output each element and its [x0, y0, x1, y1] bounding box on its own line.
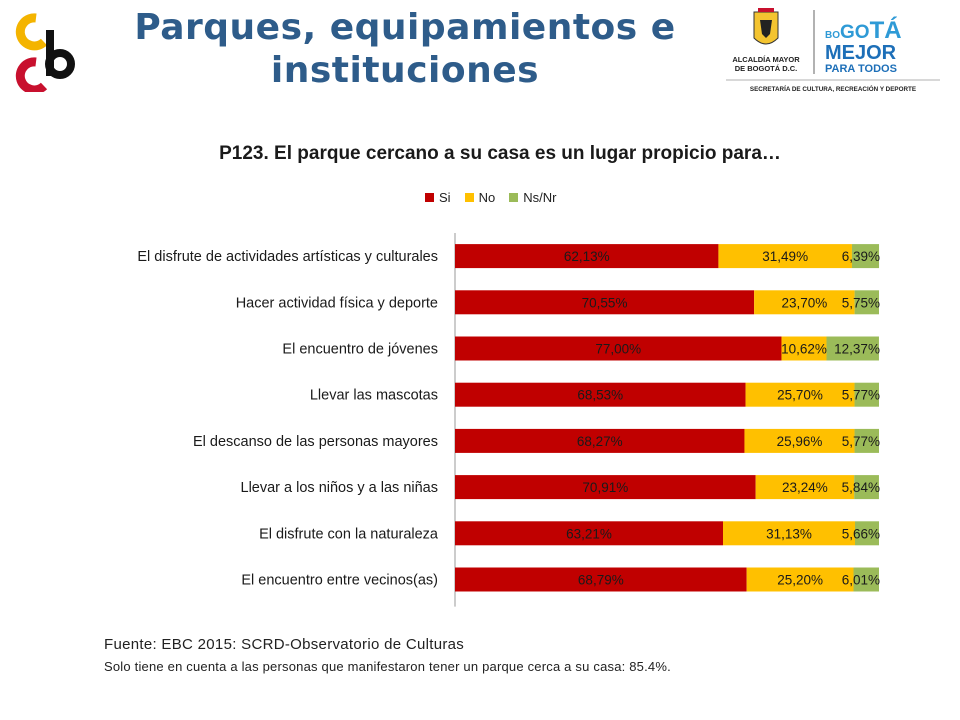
org-line1: ALCALDÍA MAYOR: [732, 55, 800, 64]
category-label: Llevar las mascotas: [310, 388, 438, 404]
data-label: 6,01%: [842, 573, 880, 588]
bar-segment-no: [744, 428, 855, 453]
legend-swatch-no: [464, 193, 474, 202]
category-label: Llevar a los niños y a las niñas: [241, 480, 438, 496]
data-label: 68,53%: [577, 388, 623, 403]
bar-segment-no: [781, 336, 827, 361]
footer: Fuente: EBC 2015: SCRD-Observatorio de C…: [104, 636, 671, 674]
brand-bogota: BOGOTÁ: [825, 16, 902, 44]
data-label: 62,13%: [564, 249, 610, 264]
data-label: 6,39%: [842, 249, 880, 264]
logo-b-bowl: [45, 49, 75, 79]
category-label: El encuentro entre vecinos(as): [241, 573, 438, 589]
category-label: El disfrute de actividades artísticas y …: [137, 249, 438, 265]
data-label: 70,91%: [582, 480, 628, 495]
category-label: Hacer actividad física y deporte: [236, 295, 438, 311]
secretaria-label: SECRETARÍA DE CULTURA, RECREACIÓN Y DEPO…: [750, 84, 916, 93]
data-label: 77,00%: [595, 342, 641, 357]
data-label: 23,24%: [782, 480, 828, 495]
bar-segment-nsnr: [854, 290, 879, 315]
bar-segment-si: [455, 336, 782, 361]
bar-segment-no: [754, 290, 855, 315]
legend-label-nsnr: Ns/Nr: [523, 190, 557, 205]
data-label: 5,77%: [842, 388, 880, 403]
coat-of-arms-icon: [753, 8, 779, 45]
data-label: 5,84%: [842, 480, 880, 495]
alcaldia-logo: ALCALDÍA MAYOR DE BOGOTÁ D.C. BOGOTÁ MEJ…: [726, 8, 940, 93]
bar-segment-si: [455, 244, 719, 269]
data-label: 31,49%: [762, 249, 808, 264]
bar-segment-nsnr: [851, 244, 880, 269]
data-label: 68,79%: [578, 573, 624, 588]
ccb-logo: [15, 13, 75, 92]
legend-item-no: No: [464, 190, 496, 205]
data-label: 63,21%: [566, 526, 612, 541]
bar-segment-nsnr: [853, 567, 879, 592]
bar-segment-no: [745, 382, 855, 407]
data-label: 68,27%: [577, 434, 623, 449]
bar-segment-nsnr: [854, 475, 879, 500]
legend-swatch-nsnr: [509, 193, 519, 202]
data-label: 5,66%: [842, 526, 880, 541]
category-label: El encuentro de jóvenes: [282, 342, 438, 358]
page-title: Parques, equipamientos e instituciones: [100, 6, 710, 92]
footer-source: Fuente: EBC 2015: SCRD-Observatorio de C…: [104, 636, 465, 653]
bar-segment-no: [723, 521, 856, 546]
legend-item-nsnr: Ns/Nr: [509, 190, 556, 205]
bar-segment-si: [455, 521, 724, 546]
logo-yellow-arc: [15, 13, 48, 51]
logo-red-arc: [15, 57, 48, 92]
legend-swatch-si: [425, 193, 434, 202]
bar-segment-nsnr: [855, 521, 879, 546]
bar-segment-no: [718, 244, 852, 269]
org-line2: DE BOGOTÁ D.C.: [735, 64, 798, 73]
bar-segment-nsnr: [854, 428, 879, 453]
page-title-line1: Parques, equipamientos e: [134, 7, 676, 48]
chart-title: P123. El parque cercano a su casa es un …: [219, 143, 781, 164]
legend-item-si: Si: [425, 190, 451, 205]
data-label: 23,70%: [781, 295, 827, 310]
bar-segment-si: [455, 382, 746, 407]
brand-para-todos: PARA TODOS: [825, 63, 897, 75]
bar-segment-nsnr: [826, 336, 879, 361]
bar-segment-si: [455, 567, 747, 592]
data-label: 25,70%: [777, 388, 823, 403]
category-label: El disfrute con la naturaleza: [259, 526, 439, 542]
bar-segment-no: [755, 475, 855, 500]
bar-segment-si: [455, 475, 756, 500]
chart-legend: Si No Ns/Nr: [425, 190, 556, 205]
category-label: El descanso de las personas mayores: [193, 434, 438, 450]
data-label: 10,62%: [781, 342, 827, 357]
bar-segment-si: [455, 428, 745, 453]
page-title-line2: instituciones: [270, 50, 540, 91]
bar-segment-si: [455, 290, 755, 315]
data-label: 70,55%: [582, 295, 628, 310]
data-label: 25,96%: [777, 434, 823, 449]
footer-note: Solo tiene en cuenta a las personas que …: [104, 659, 671, 674]
bar-segment-nsnr: [854, 382, 879, 407]
data-label: 31,13%: [766, 526, 812, 541]
data-label: 12,37%: [834, 342, 880, 357]
bar-segment-no: [746, 567, 854, 592]
data-label: 5,75%: [842, 295, 880, 310]
legend-label-no: No: [478, 190, 496, 205]
legend-label-si: Si: [439, 190, 451, 205]
data-label: 5,77%: [842, 434, 880, 449]
data-label: 25,20%: [777, 573, 823, 588]
brand-mejor: MEJOR: [825, 42, 897, 64]
